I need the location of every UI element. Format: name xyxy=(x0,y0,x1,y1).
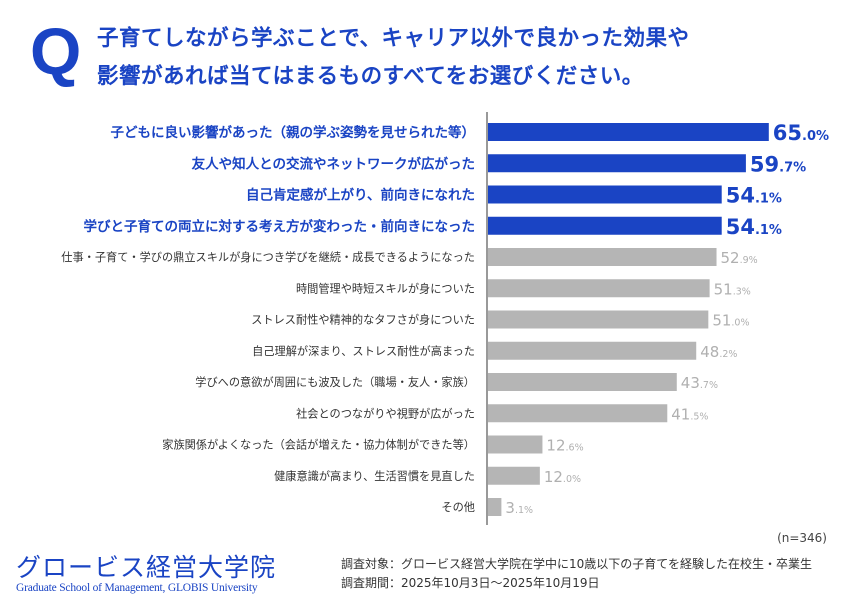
bar xyxy=(488,185,722,204)
survey-period: 調査期間：2025年10月3日～2025年10月19日 xyxy=(341,576,600,590)
value-label: 43.7% xyxy=(681,374,718,392)
value-label: 51.3% xyxy=(714,280,751,298)
bar xyxy=(488,154,746,173)
category-label: 健康意識が高まり、生活習慣を見直した xyxy=(274,469,475,483)
question-mark: Q xyxy=(30,14,82,88)
bar xyxy=(488,466,540,485)
value-label: 48.2% xyxy=(700,343,737,361)
category-label: 友人や知人との交流やネットワークが広がった xyxy=(192,155,475,172)
category-label: 時間管理や時短スキルが身についた xyxy=(296,281,475,295)
bar xyxy=(488,248,717,266)
value-label: 65.0% xyxy=(773,121,829,145)
category-label: 学びと子育ての両立に対する考え方が変わった・前向きになった xyxy=(84,218,476,235)
bar xyxy=(488,310,709,329)
value-label: 12.6% xyxy=(546,437,583,455)
logo-english: Graduate School of Management, GLOBIS Un… xyxy=(16,582,258,594)
category-label: 自己理解が深まり、ストレス耐性が高まった xyxy=(252,344,475,358)
value-label: 59.7% xyxy=(750,152,806,176)
category-label: 社会とのつながりや視野が広がった xyxy=(296,406,475,420)
category-label: 自己肯定感が上がり、前向きになれた xyxy=(246,187,475,204)
category-label: 学びへの意欲が周囲にも波及した（職場・友人・家族） xyxy=(195,375,475,389)
bar-chart: 子どもに良い影響があった（親の学ぶ姿勢を見せられた等） 65.0% 友人や知人との交… xyxy=(61,112,829,525)
title-line-2: 影響があれば当てはまるものすべてをお選びください。 xyxy=(97,64,644,89)
survey-target: 調査対象：グロービス経営大学院在学中に10歳以下の子育てを経験した在校生・卒業生 xyxy=(341,557,813,571)
value-label: 54.1% xyxy=(726,184,782,208)
bar xyxy=(488,279,710,298)
value-label: 12.0% xyxy=(544,468,581,486)
value-label: 51.0% xyxy=(712,312,749,330)
bar xyxy=(488,404,668,423)
bar xyxy=(488,216,722,235)
bar xyxy=(488,373,677,391)
value-label: 54.1% xyxy=(726,215,782,239)
value-label: 41.5% xyxy=(671,405,708,423)
category-label: ストレス耐性や精神的なタフさが身についた xyxy=(251,313,475,327)
question-title: 子育てしながら学ぶことで、キャリア以外で良かった効果や 影響があれば当てはまるも… xyxy=(97,20,690,96)
category-label: 家族関係がよくなった（会話が増えた・協力体制ができた等） xyxy=(162,438,475,452)
sample-size: (n=346) xyxy=(777,531,827,545)
category-label: 仕事・子育て・学びの鼎立スキルが身につき学びを継続・成長できるようになった xyxy=(61,250,475,264)
bar xyxy=(488,498,502,516)
bar xyxy=(488,123,769,141)
logo-japanese: グロービス経営大学院 xyxy=(16,553,277,582)
category-label: 子どもに良い影響があった（親の学ぶ姿勢を見せられた等） xyxy=(111,124,476,141)
value-label: 52.9% xyxy=(721,249,758,267)
bar xyxy=(488,435,543,454)
bar xyxy=(488,341,697,360)
title-line-1: 子育てしながら学ぶことで、キャリア以外で良かった効果や xyxy=(97,26,690,51)
value-label: 3.1% xyxy=(505,499,533,517)
category-label: その他 xyxy=(441,501,475,514)
